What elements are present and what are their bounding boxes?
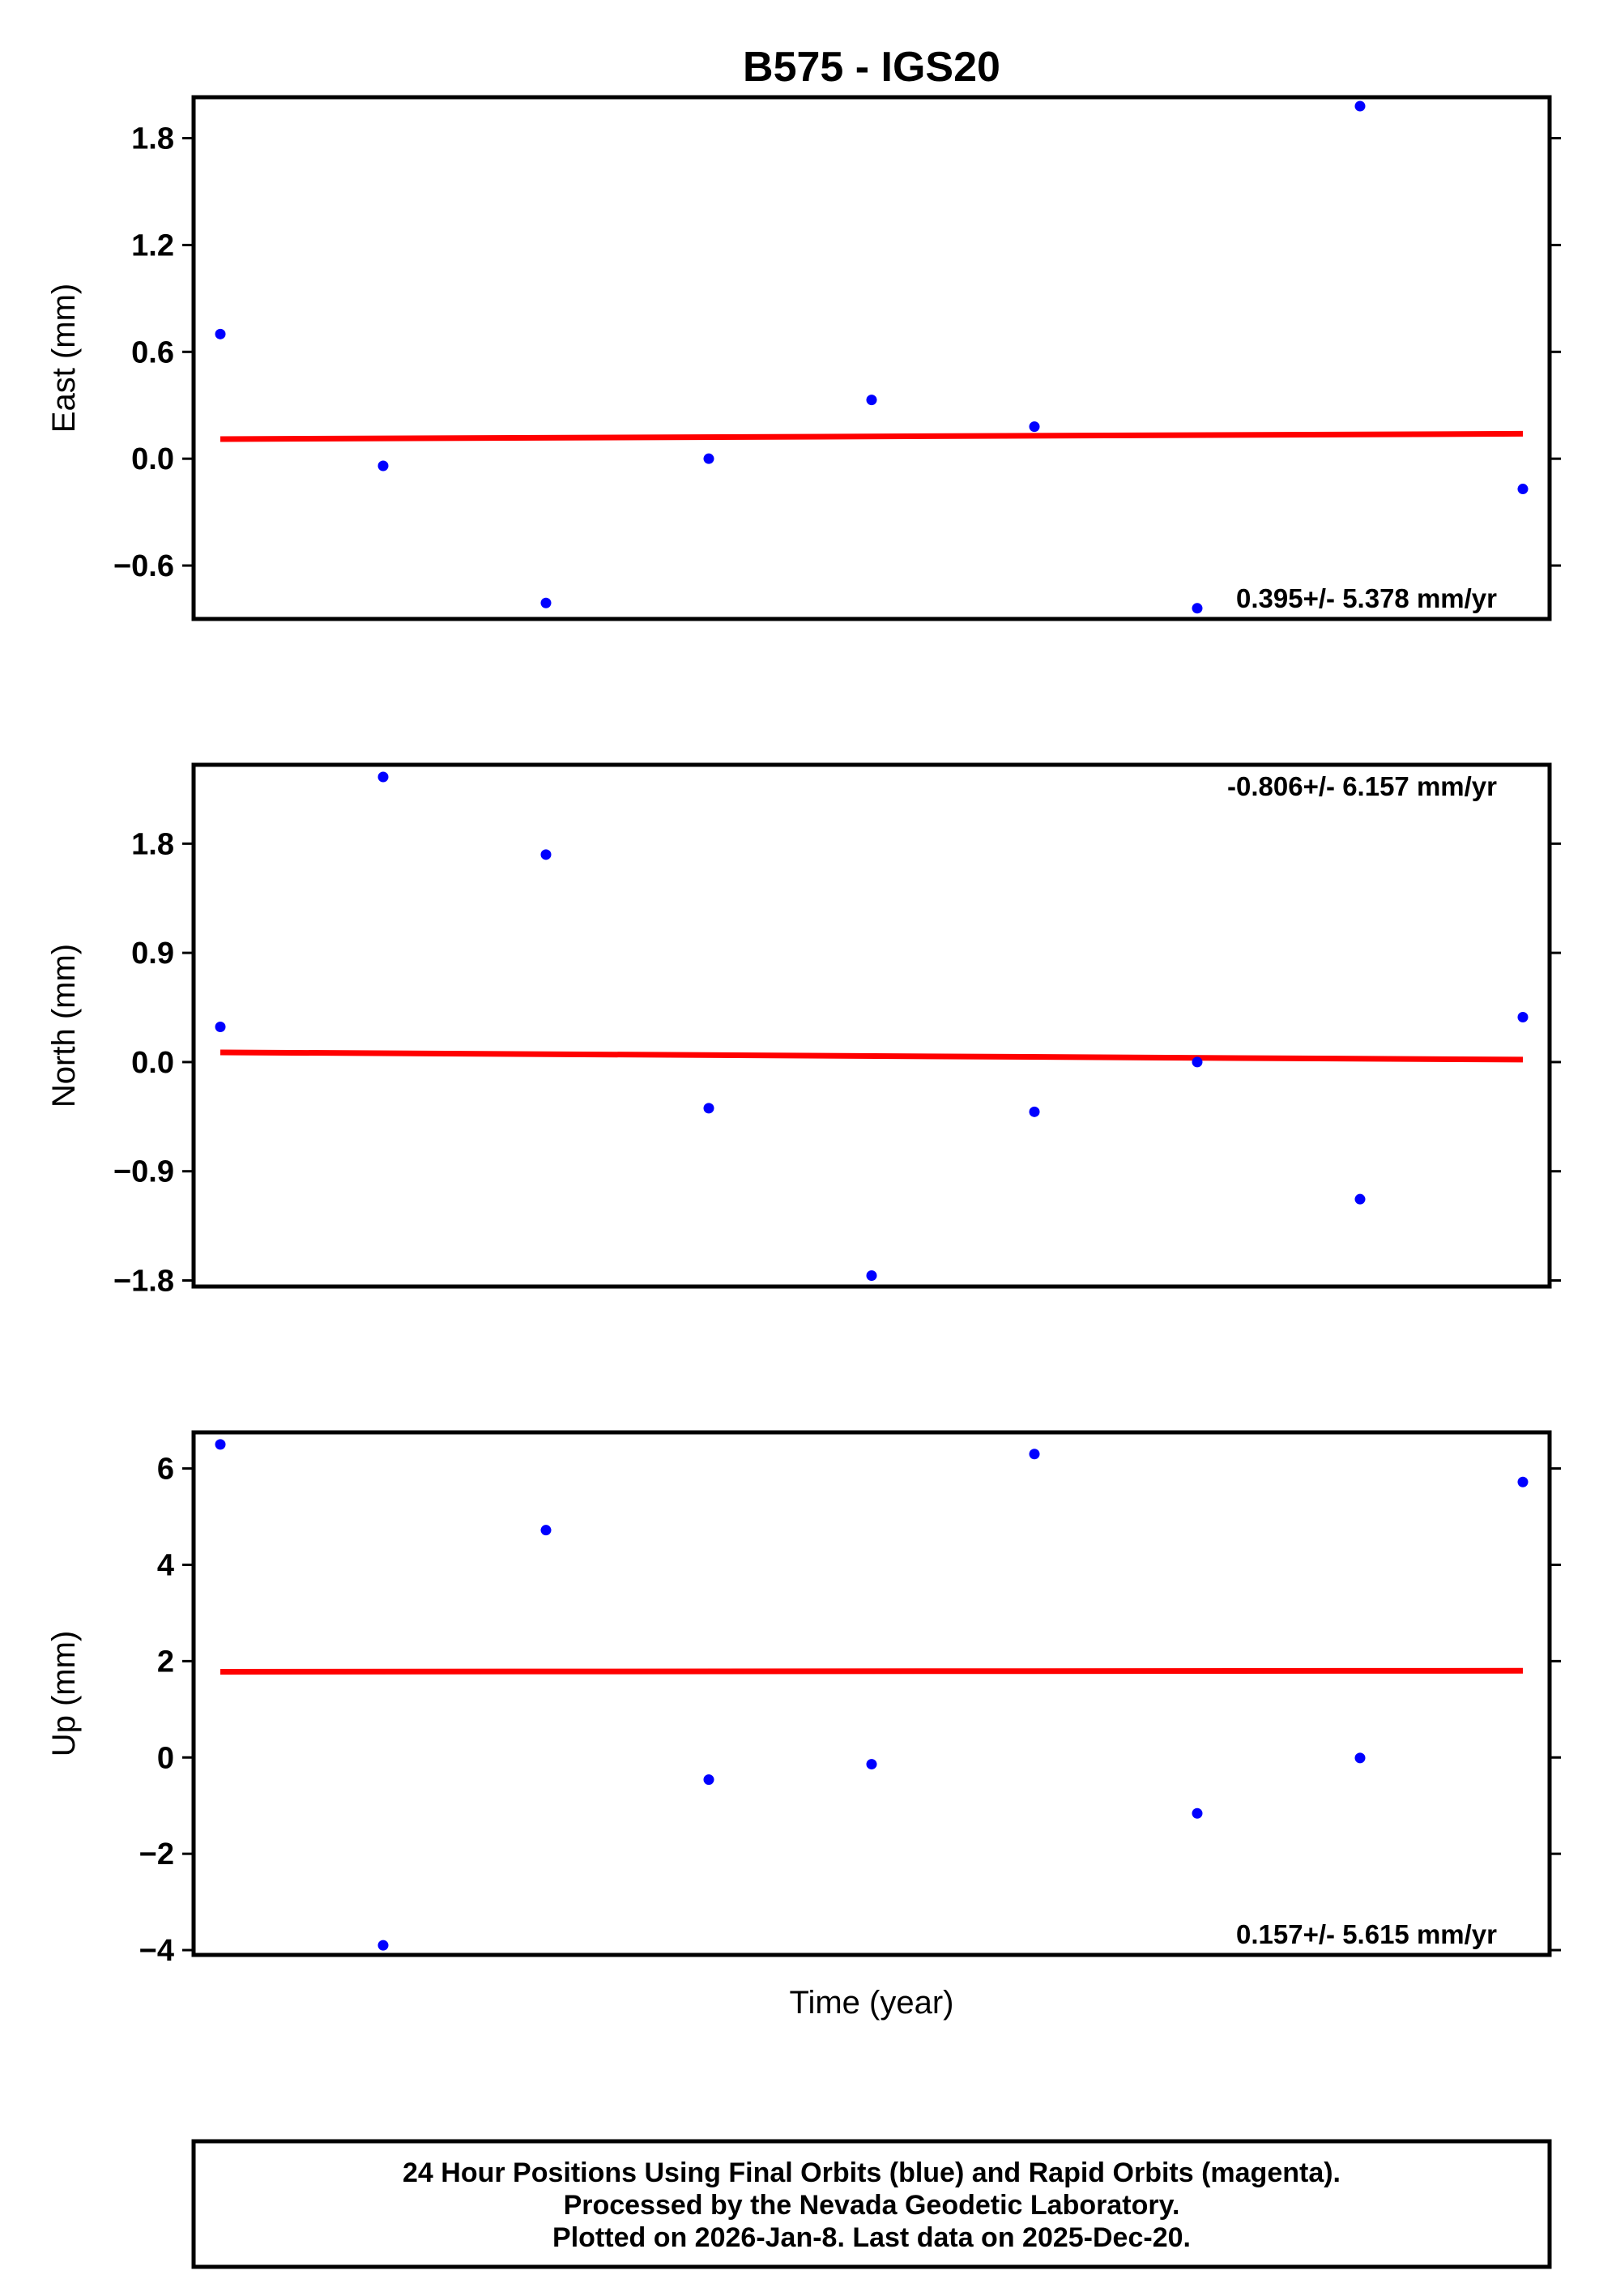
x-axis-label: Time (year): [790, 1985, 954, 2021]
data-point: [215, 1439, 226, 1449]
footer-line-3: Plotted on 2026-Jan-8. Last data on 2025…: [552, 2222, 1191, 2253]
y-tick-label: 4: [157, 1548, 174, 1582]
data-point: [1030, 421, 1040, 432]
velocity-label: 0.157+/- 5.615 mm/yr: [1236, 1919, 1497, 1949]
data-point: [1518, 1012, 1529, 1022]
y-tick-label: 0.6: [131, 335, 174, 369]
y-tick-label: −0.6: [113, 549, 174, 583]
data-point: [378, 460, 389, 471]
figure-title: B575 - IGS20: [743, 44, 1000, 91]
footer-line-1: 24 Hour Positions Using Final Orbits (bl…: [403, 2157, 1341, 2188]
y-axis-label: Up (mm): [46, 1631, 82, 1757]
data-point: [1355, 100, 1366, 111]
y-tick-label: 1.8: [131, 122, 174, 156]
data-point: [541, 1525, 552, 1535]
data-point: [1518, 1477, 1529, 1487]
y-axis-label: East (mm): [46, 284, 82, 433]
data-point: [704, 1774, 714, 1785]
velocity-label: 0.395+/- 5.378 mm/yr: [1236, 583, 1497, 613]
data-point: [1192, 603, 1203, 613]
data-point: [1355, 1194, 1366, 1205]
y-tick-label: 1.2: [131, 228, 174, 262]
data-point: [378, 1940, 389, 1951]
y-axis-label: North (mm): [46, 944, 82, 1107]
data-point: [867, 395, 877, 405]
y-tick-label: 0.9: [131, 937, 174, 971]
data-point: [215, 329, 226, 339]
y-tick-label: 0.0: [131, 1046, 174, 1080]
y-tick-label: −4: [139, 1934, 174, 1968]
y-tick-label: 2: [157, 1645, 174, 1679]
y-tick-label: −1.8: [113, 1265, 174, 1299]
footer-box: 24 Hour Positions Using Final Orbits (bl…: [194, 2141, 1550, 2267]
data-point: [378, 771, 389, 782]
y-tick-label: 1.8: [131, 827, 174, 861]
y-tick-label: −0.9: [113, 1155, 174, 1189]
data-point: [704, 1103, 714, 1113]
data-point: [1518, 484, 1529, 494]
y-tick-label: 0.0: [131, 442, 174, 476]
data-point: [1192, 1808, 1203, 1819]
data-point: [541, 598, 552, 608]
data-point: [867, 1759, 877, 1769]
data-point: [1030, 1107, 1040, 1117]
y-tick-label: 6: [157, 1453, 174, 1487]
data-point: [215, 1022, 226, 1032]
footer-line-2: Processed by the Nevada Geodetic Laborat…: [564, 2190, 1180, 2221]
y-tick-label: 0: [157, 1741, 174, 1775]
data-point: [1355, 1752, 1366, 1763]
velocity-label: -0.806+/- 6.157 mm/yr: [1227, 771, 1497, 801]
data-point: [541, 849, 552, 860]
data-point: [1192, 1056, 1203, 1067]
data-point: [704, 454, 714, 464]
data-point: [867, 1270, 877, 1281]
y-tick-label: −2: [139, 1837, 174, 1871]
data-point: [1030, 1449, 1040, 1459]
